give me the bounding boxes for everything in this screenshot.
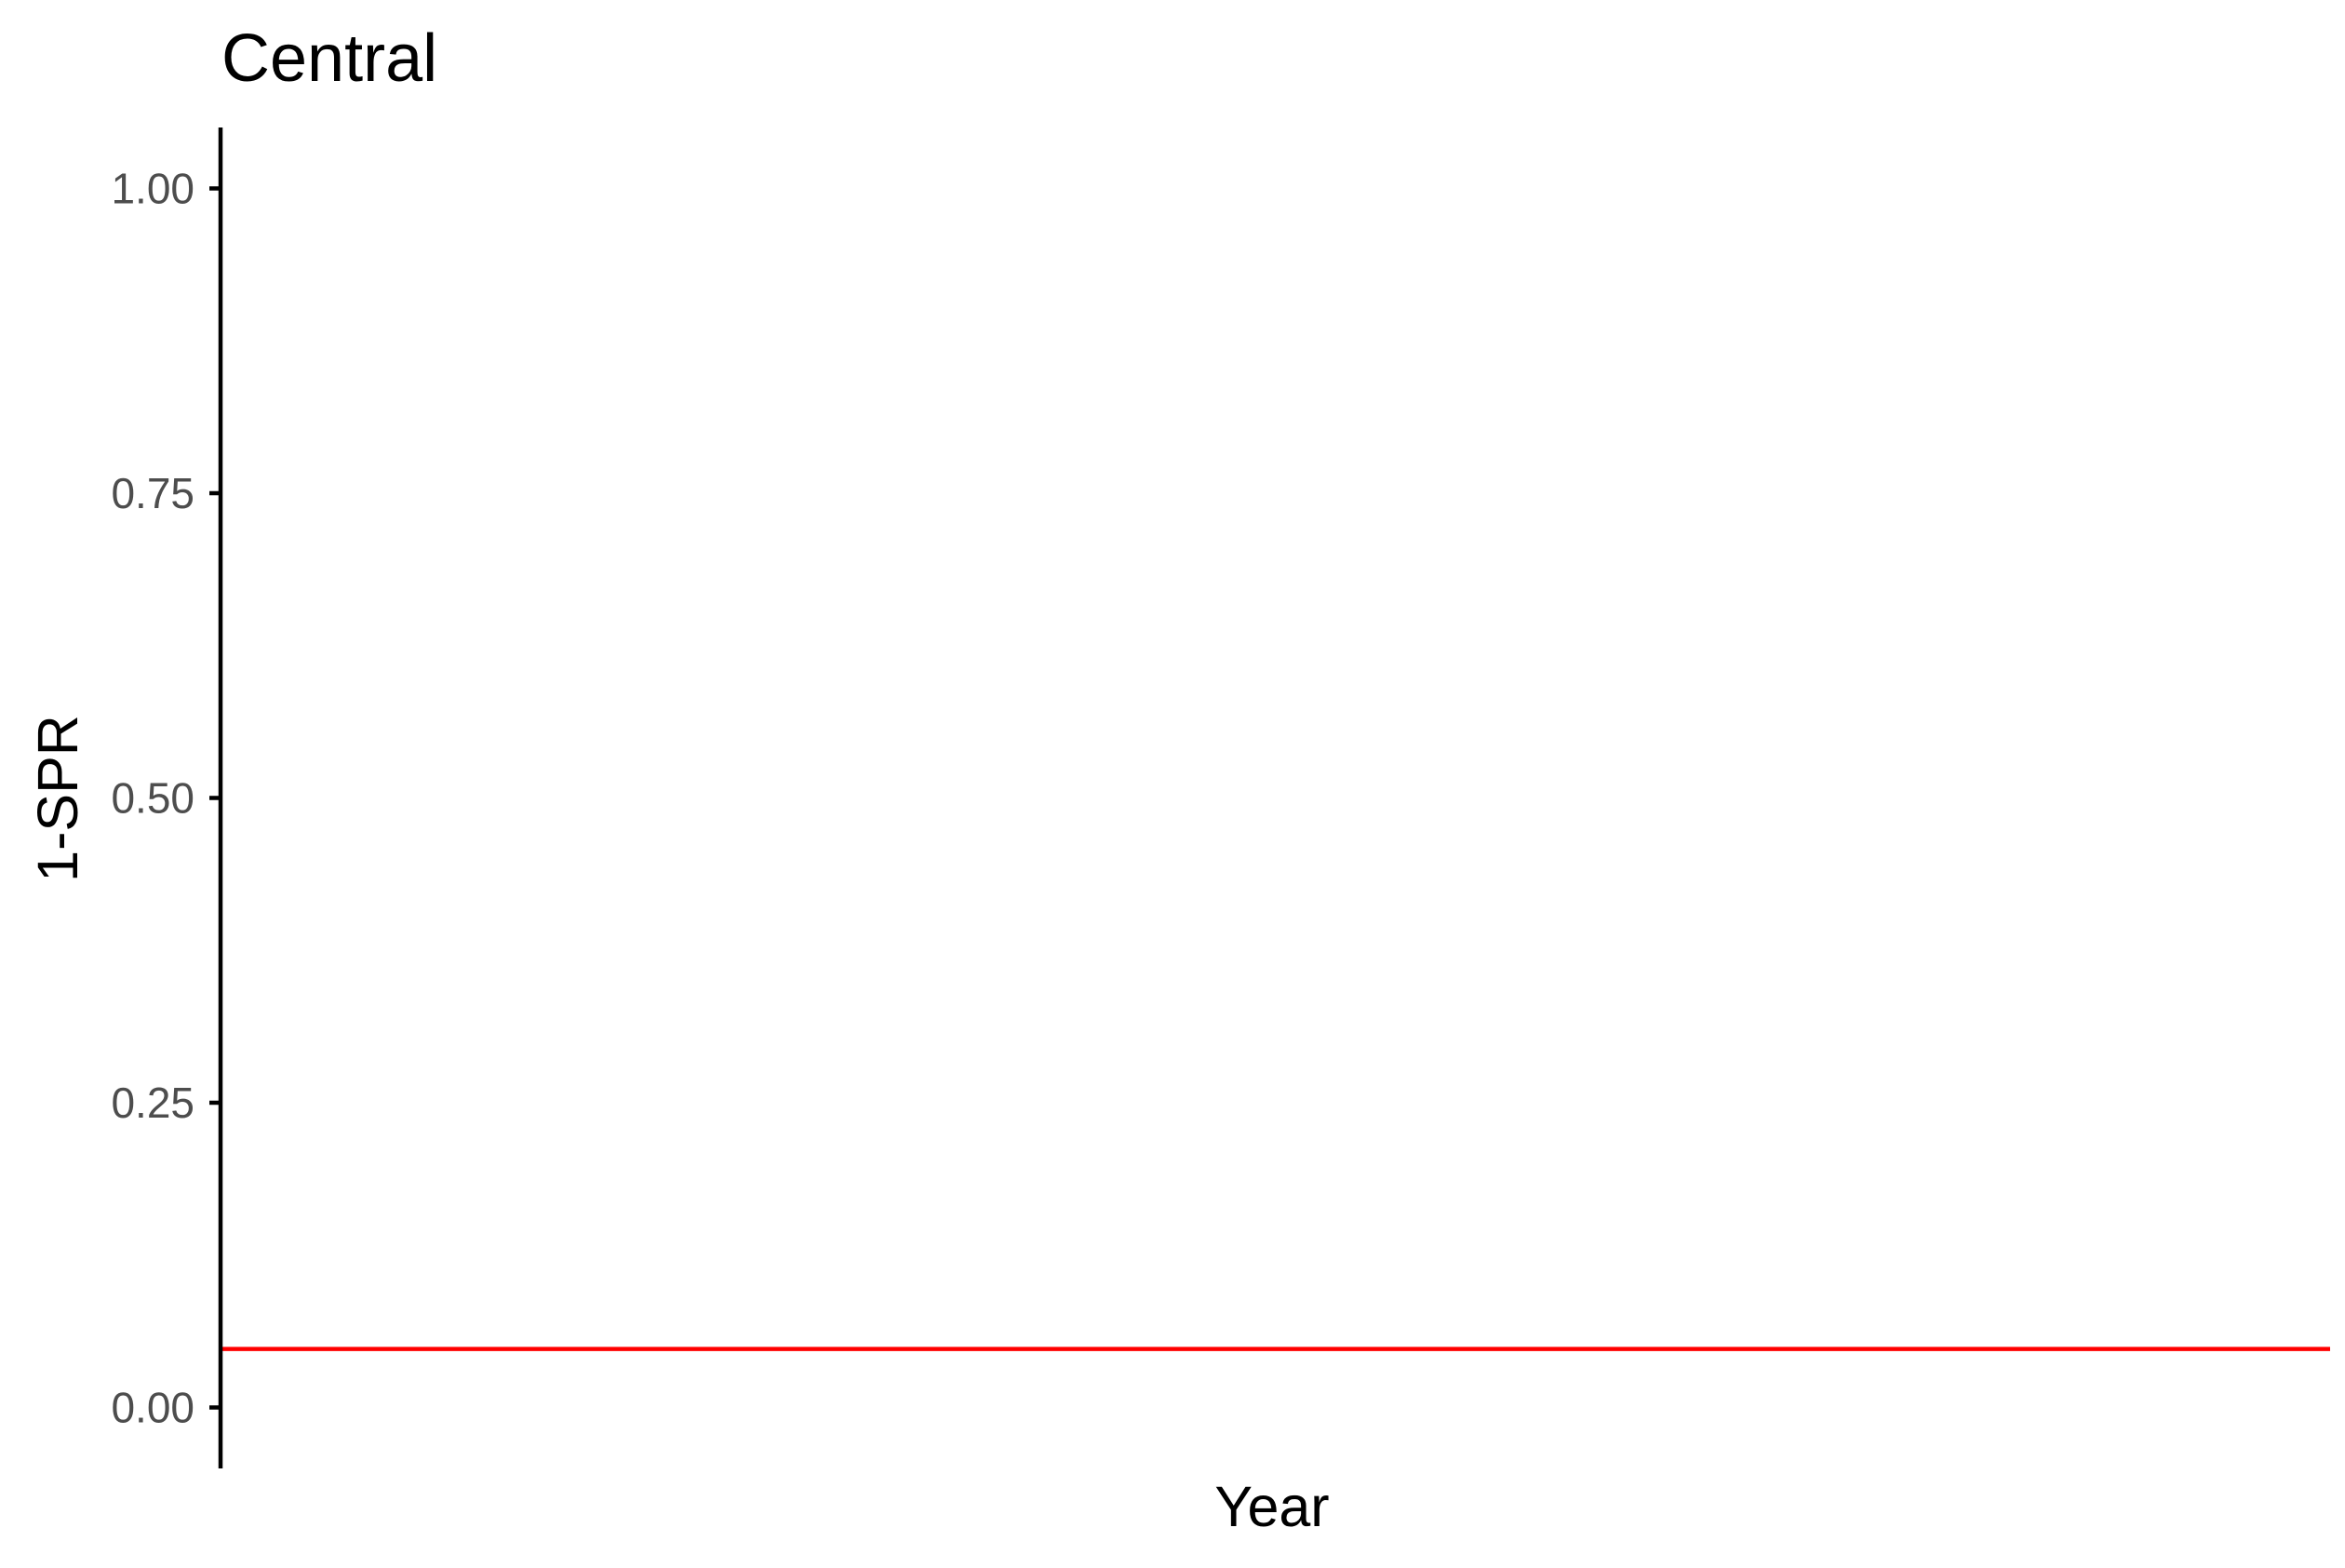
y-axis-title: 1-SPR [26, 715, 89, 882]
y-tick-label: 1.00 [111, 165, 194, 213]
y-axis-ticks: 0.00 0.25 0.50 0.75 1.00 [111, 165, 221, 1432]
y-tick-label: 0.00 [111, 1384, 194, 1432]
chart-title: Central [221, 21, 437, 96]
y-tick-label: 0.75 [111, 469, 194, 517]
x-axis-title: Year [1214, 1475, 1329, 1538]
y-tick-label: 0.50 [111, 774, 194, 823]
y-tick-label: 0.25 [111, 1079, 194, 1127]
